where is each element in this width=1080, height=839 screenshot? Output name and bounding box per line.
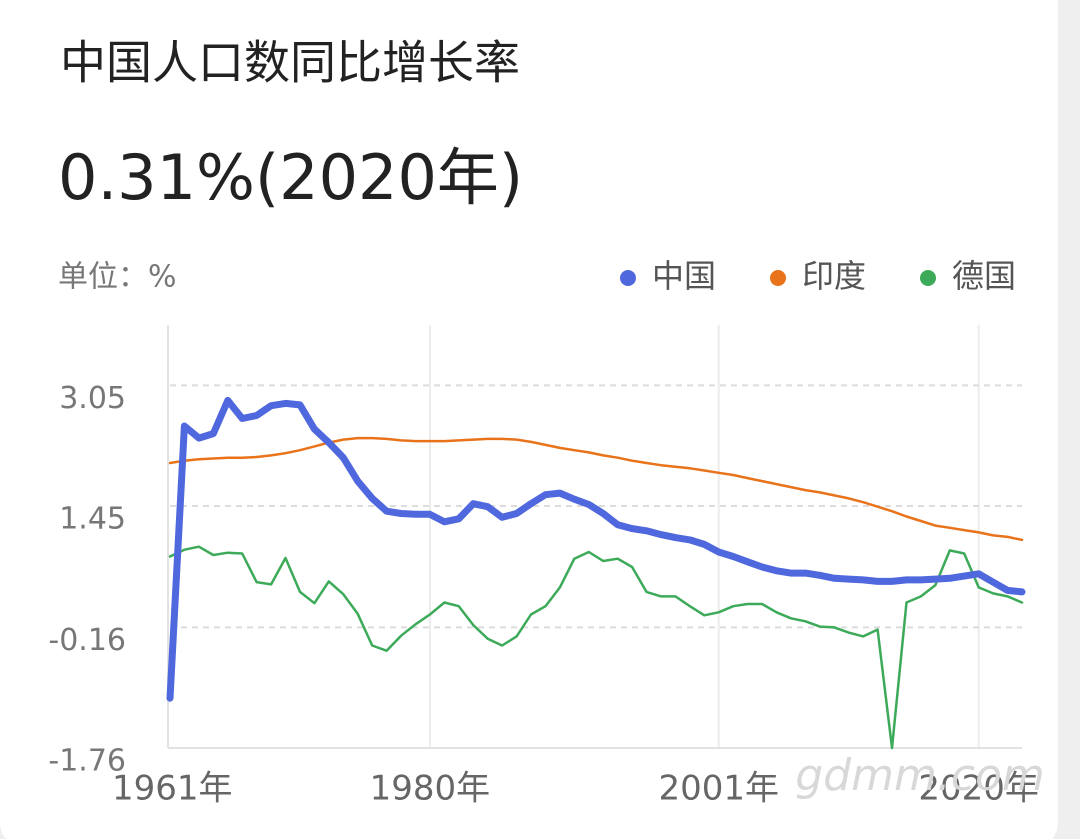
plot: 1961年 1980年 2001年 2020年 -1.76 -0.16 1.45 3.05 [48, 325, 1039, 809]
legend-dot [620, 270, 636, 286]
series-line [168, 436, 1024, 542]
y-tick-label: -0.16 [48, 623, 126, 658]
x-tick-label: 1961年 [112, 769, 233, 809]
legend-dot [920, 270, 936, 286]
x-tick-label: 1980年 [370, 769, 491, 809]
y-tick-label: 1.45 [59, 501, 126, 536]
x-tick-label: 2001年 [658, 769, 779, 809]
chart-title: 中国人口数同比增长率 [60, 36, 520, 90]
legend-label: 印度 [802, 257, 866, 295]
card [0, 0, 1058, 839]
series-line [168, 545, 1024, 750]
unit-label: 单位：% [58, 260, 177, 295]
legend-dot [770, 270, 786, 286]
headline-value: 0.31%(2020年) [58, 141, 523, 214]
legend-label: 德国 [952, 257, 1016, 295]
watermark: gdmm.com [795, 750, 1045, 801]
x-tick-label: 2020年 [918, 769, 1039, 809]
y-tick-label: -1.76 [48, 744, 126, 779]
legend-label: 中国 [652, 257, 716, 295]
series-line [166, 396, 1026, 702]
y-tick-label: 3.05 [59, 381, 126, 416]
